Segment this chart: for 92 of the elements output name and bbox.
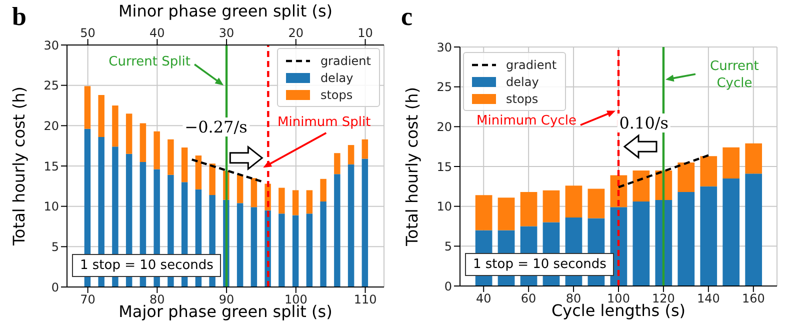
bar — [745, 174, 762, 286]
bar — [700, 156, 718, 186]
y-axis-title: Total hourly cost (h) — [10, 86, 29, 247]
ref-line-label: Current Split — [108, 54, 190, 70]
x-tick-label: 40 — [476, 292, 492, 306]
bar — [181, 147, 188, 182]
x2-tick-label: 50 — [80, 26, 96, 40]
y-tick-label: 30 — [436, 40, 452, 54]
bar — [565, 186, 582, 218]
bar — [362, 158, 368, 287]
bar — [700, 186, 718, 286]
chart-title: c — [401, 2, 413, 32]
bar — [334, 153, 340, 174]
bar — [475, 195, 492, 230]
x2-axis-title: Minor phase green split (s) — [118, 1, 333, 20]
bar — [195, 156, 202, 190]
y-tick-label: 15 — [436, 160, 452, 174]
bar — [292, 215, 299, 287]
bar — [98, 95, 104, 137]
bar — [722, 147, 740, 178]
legend-label: delay — [320, 70, 354, 84]
x2-tick-label: 30 — [218, 26, 234, 40]
legend-label: gradient — [320, 54, 371, 68]
y-axis-title: Total hourly cost (h) — [402, 86, 422, 248]
annotation: 0.10/s — [617, 114, 670, 133]
x-tick-label: 90 — [218, 292, 234, 307]
bar — [362, 139, 368, 159]
y-tick-label: 0 — [444, 279, 452, 294]
bar — [126, 114, 132, 154]
bar — [306, 214, 313, 287]
bar — [498, 198, 515, 230]
bar — [320, 178, 326, 202]
bar — [588, 188, 605, 218]
ref-line-label: Current Cycle — [710, 58, 759, 91]
legend-label: delay — [506, 74, 539, 88]
legend-label: stops — [320, 88, 353, 102]
bar — [306, 190, 313, 214]
x-tick-label: 80 — [566, 292, 582, 306]
bar — [292, 190, 299, 216]
bar — [520, 192, 538, 226]
bar — [678, 192, 695, 286]
bar — [542, 190, 560, 222]
x-tick-label: 60 — [520, 292, 536, 306]
y-tick-label: 25 — [44, 78, 59, 93]
legend-label: stops — [506, 92, 538, 106]
x-tick-label: 160 — [742, 292, 765, 306]
x-tick-label: 110 — [354, 292, 377, 307]
bar — [278, 188, 285, 214]
bar — [745, 143, 762, 174]
x2-tick-label: 20 — [288, 26, 304, 40]
x-tick-label: 100 — [607, 292, 630, 306]
bar — [236, 203, 244, 287]
bar — [236, 174, 244, 204]
bar — [154, 131, 160, 170]
bar — [632, 170, 650, 202]
chart-title: b — [12, 2, 26, 32]
bar — [209, 164, 216, 196]
bar — [320, 201, 326, 287]
y-tick-label: 15 — [44, 159, 59, 174]
annotation: 1 stop = 10 seconds — [465, 253, 614, 276]
bar — [678, 162, 695, 192]
ref-line-label: Minimum Split — [278, 114, 371, 130]
y-tick-label: 5 — [444, 239, 452, 254]
y-tick-label: 20 — [44, 118, 59, 133]
x-tick-label: 70 — [80, 292, 96, 307]
ref-line-label: Minimum Cycle — [476, 114, 576, 129]
bar — [278, 214, 285, 287]
bar — [112, 106, 118, 147]
bar — [722, 178, 740, 286]
bar — [250, 207, 258, 287]
annotation: −0.27/s — [182, 118, 250, 137]
bar — [348, 164, 354, 287]
bar — [140, 123, 146, 162]
y-tick-label: 20 — [436, 120, 452, 134]
bar — [632, 202, 650, 286]
y-tick-label: 30 — [44, 38, 59, 52]
x2-tick-label: 10 — [358, 26, 373, 40]
x-tick-label: 80 — [150, 292, 165, 307]
y-tick-label: 10 — [436, 200, 452, 214]
x2-tick-label: 40 — [150, 26, 165, 40]
bar — [334, 174, 340, 287]
y-tick-label: 5 — [51, 240, 59, 254]
x-tick-label: 140 — [696, 292, 720, 306]
bar — [250, 178, 258, 208]
y-tick-label: 0 — [51, 280, 59, 294]
bar — [168, 139, 174, 175]
annotation: 1 stop = 10 seconds — [72, 254, 222, 277]
bar — [348, 145, 354, 164]
bar — [84, 86, 91, 129]
y-tick-label: 10 — [44, 200, 59, 214]
y-tick-label: 25 — [436, 80, 452, 94]
legend-label: gradient — [506, 58, 557, 72]
